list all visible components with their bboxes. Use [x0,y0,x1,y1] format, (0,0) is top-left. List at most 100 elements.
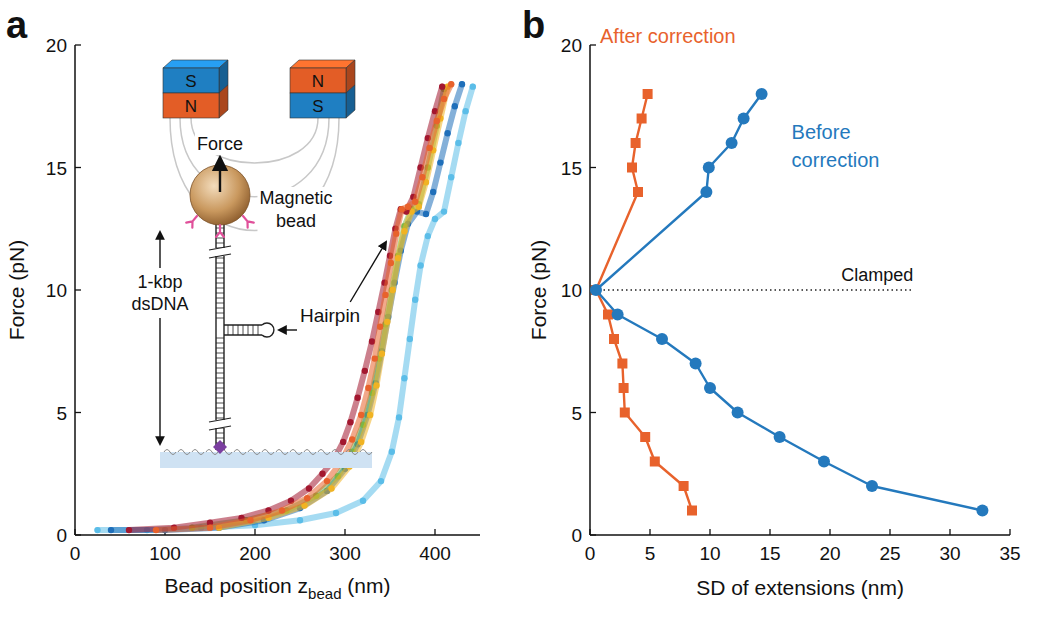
reference-line [590,289,913,290]
y-tick [75,167,81,168]
dna-rung [216,418,224,419]
antibody [216,225,224,237]
x-tick [829,529,830,535]
dna [209,224,274,450]
data-point [423,211,429,217]
x-tick [1009,529,1010,535]
dna-rung [216,438,224,439]
hairpin-label: Hairpin [300,305,360,326]
x-tick [709,529,710,535]
magnet-top-face [163,60,228,68]
data-point [405,204,411,210]
data-point [207,524,213,530]
dna-rung [216,343,224,344]
data-point [360,498,366,504]
magnet-pole [290,68,346,93]
x-tick [889,529,890,535]
magnet-pole [163,68,219,93]
data-point [319,471,325,477]
data-point [650,457,660,467]
data-point [304,495,310,501]
dna-rung [216,353,224,354]
data-point [340,439,346,445]
hairpin-loop [262,323,274,337]
dna-rung [216,263,224,264]
dna-rung [216,288,224,289]
y-tick [590,412,596,413]
data-point [425,233,431,239]
data-point [396,414,402,420]
dna-rung [216,268,224,269]
data-point [437,159,443,165]
y-tick-label: 10 [46,280,67,301]
data-point [378,478,384,484]
data-point [687,506,697,516]
data-point [704,382,716,394]
dna-rung [216,398,224,399]
surface-coating [248,450,260,455]
y-tick [590,44,596,45]
surface-coating [276,450,288,455]
magnet-side-face [346,85,355,118]
data-point [365,385,371,391]
data-point [631,138,641,148]
hairpin-rung [233,325,234,335]
data-point [333,510,339,516]
x-axis-line [590,534,1010,536]
bead-label: Magnetic bead [259,188,332,231]
x-tick-label: 300 [329,543,361,564]
dna-rung [216,238,224,239]
data-point [432,216,438,222]
label-line: Magnetic [259,188,332,208]
data-point [358,412,364,418]
dna-rung [216,413,224,414]
anchor [213,440,227,454]
data-point [349,436,355,442]
magnet-label: S [185,72,196,91]
data-point [382,292,388,298]
y-tick-label: 5 [571,403,582,424]
page: {"chart_data": [ {"type": "scatter", "pa… [0,0,1037,620]
data-point [732,407,744,419]
data-point [328,485,334,491]
data-point [441,96,447,102]
data-point [347,419,353,425]
x-tick [949,529,950,535]
data-point [637,114,647,124]
data-point [306,485,312,491]
hairpin-rung [258,325,259,335]
data-point [591,285,601,295]
data-point [656,333,668,345]
data-point [818,456,830,468]
dna-length-arrow [159,318,160,444]
hairpin-arrow [350,242,386,302]
data-point [417,262,423,268]
dna-rung [216,363,224,364]
data-point [407,336,413,342]
data-point [401,228,407,234]
data-point [358,439,364,445]
y-tick [590,167,596,168]
dna-rung [216,433,224,434]
x-tick-label: 20 [819,543,840,564]
data-point [619,383,629,393]
magnet-pole [163,93,219,118]
series-label: After correction [600,25,736,47]
x-tick-label: 5 [645,543,656,564]
dna-rung [216,338,224,339]
x-tick-label: 200 [239,543,271,564]
label-background [195,133,245,155]
data-point [976,505,988,517]
data-point [430,189,436,195]
data-point [726,137,738,149]
dna-rung [216,313,224,314]
trace-line [98,87,473,530]
data-point [603,310,613,320]
hairpin-rung [253,325,254,335]
data-point [590,284,602,296]
hairpin-rung [238,325,239,335]
dna-break-mark [209,418,231,422]
data-point [459,81,465,87]
label-line: bead [276,211,316,231]
dna-rung [216,378,224,379]
